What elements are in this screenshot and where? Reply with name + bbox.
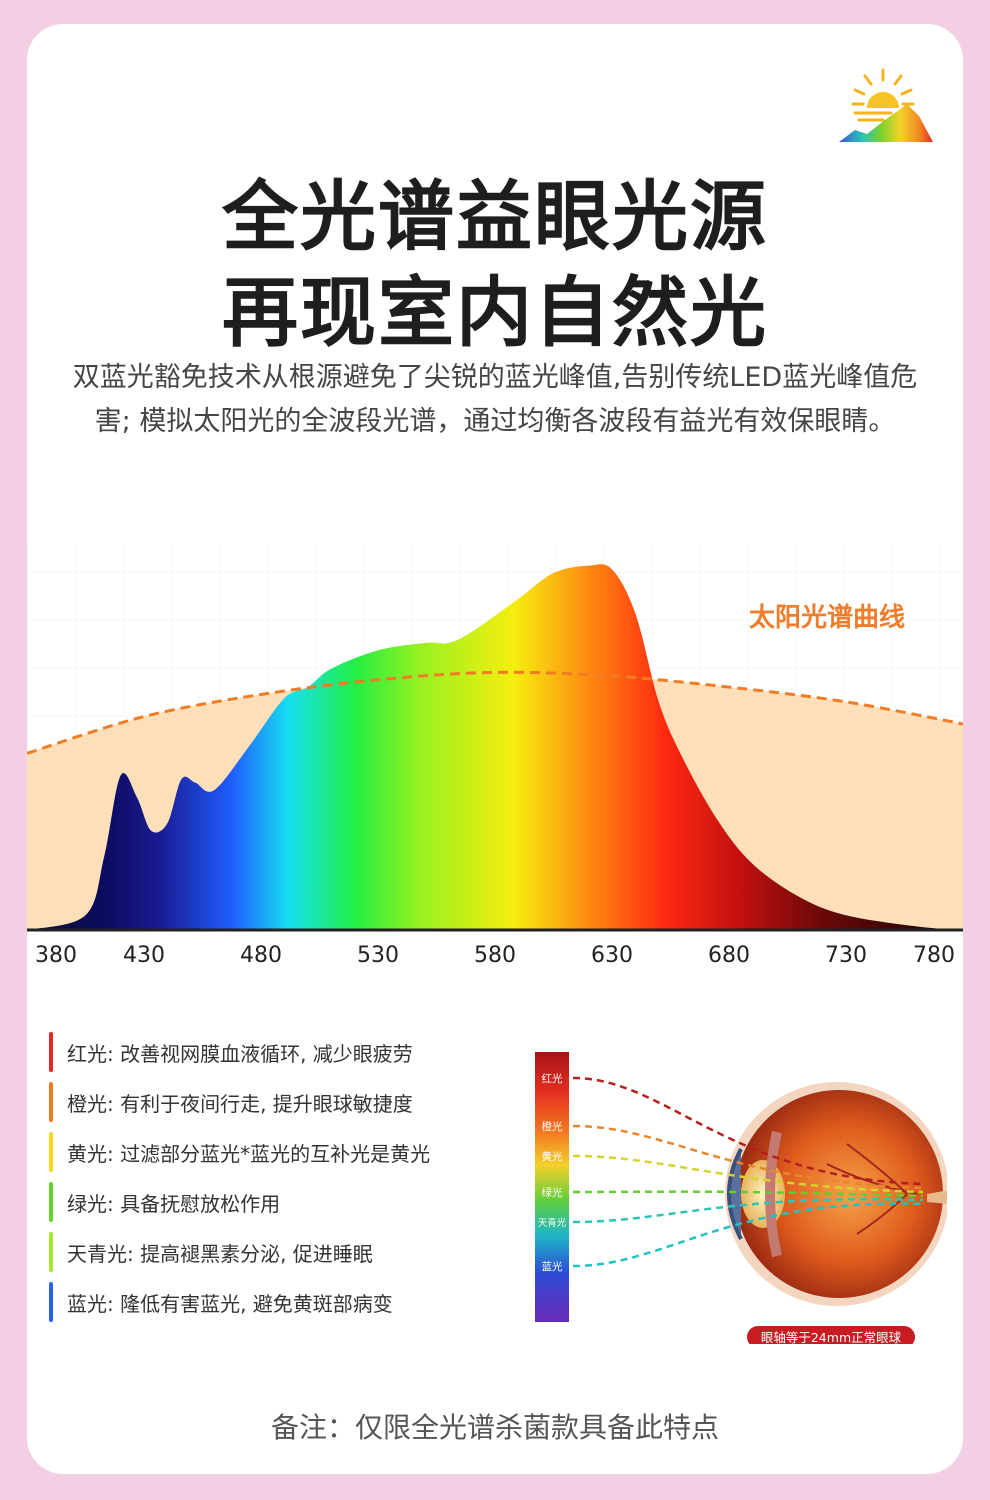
x-tick-label: 780 <box>913 943 955 968</box>
light-ray-line <box>572 1124 924 1190</box>
eye-badge-bg <box>747 1326 915 1344</box>
sun-spectrum-curve <box>27 670 963 755</box>
legend-text: 蓝光: 隆低有害蓝光, 避免黄斑部病变 <box>67 1292 393 1316</box>
x-tick-label: 480 <box>240 943 282 968</box>
spectrum-chart: 380 430 480 530 580 630 680 730 780 太阳光谱曲线 <box>27 544 963 968</box>
x-tick-label: 530 <box>357 943 399 968</box>
eye-light-label: 橙光 <box>542 1120 563 1133</box>
eye-badge: 眼轴等于24mm正常眼球 <box>761 1330 902 1344</box>
legend-text: 橙光: 有利于夜间行走, 提升眼球敏捷度 <box>67 1092 413 1116</box>
legend-item: 绿光: 具备抚慰放松作用 <box>49 1182 519 1222</box>
legend-item: 天青光: 提高褪黑素分泌, 促进睡眠 <box>49 1232 519 1272</box>
light-ray-line <box>572 1190 924 1198</box>
x-tick-label: 580 <box>474 943 516 968</box>
legend-item: 红光: 改善视网膜血液循环, 减少眼疲劳 <box>49 1032 519 1072</box>
eye-light-label: 红光 <box>542 1072 563 1085</box>
eye-light-label: 黄光 <box>542 1150 563 1163</box>
eye-light-label: 天青光 <box>538 1217 567 1229</box>
legend-color-bar <box>49 1032 53 1072</box>
legend-text: 天青光: 提高褪黑素分泌, 促进睡眠 <box>67 1242 373 1266</box>
light-ray-line <box>572 1202 924 1268</box>
eye-light-label: 蓝光 <box>542 1260 563 1273</box>
x-tick-label: 430 <box>123 943 165 968</box>
sun-spectrum-logo-icon <box>839 68 933 142</box>
light-spectrum-area <box>27 564 963 930</box>
legend-item: 黄光: 过滤部分蓝光*蓝光的互补光是黄光 <box>49 1132 519 1172</box>
x-tick-label: 730 <box>825 943 867 968</box>
legend-color-bar <box>49 1182 53 1222</box>
legend-item: 蓝光: 隆低有害蓝光, 避免黄斑部病变 <box>49 1282 519 1322</box>
light-ray-line <box>572 1076 924 1186</box>
legend-text: 黄光: 过滤部分蓝光*蓝光的互补光是黄光 <box>67 1142 431 1166</box>
legend-color-bar <box>49 1232 53 1272</box>
legend-text: 红光: 改善视网膜血液循环, 减少眼疲劳 <box>67 1042 413 1066</box>
light-ray-line <box>572 1197 924 1224</box>
sun-curve-label: 太阳光谱曲线 <box>749 602 905 633</box>
description-text: 双蓝光豁免技术从根源避免了尖锐的蓝光峰值,告别传统LED蓝光峰值危害; 模拟太阳… <box>72 362 918 437</box>
light-benefit-legend: 红光: 改善视网膜血液循环, 减少眼疲劳 橙光: 有利于夜间行走, 提升眼球敏捷度… <box>49 1032 519 1332</box>
light-ray-line <box>572 1154 924 1194</box>
x-tick-label: 680 <box>708 943 750 968</box>
legend-color-bar <box>49 1282 53 1322</box>
eyeball-icon <box>725 1082 947 1306</box>
legend-color-bar <box>49 1082 53 1122</box>
footnote: 备注：仅限全光谱杀菌款具备此特点 <box>270 1411 719 1444</box>
legend-item: 橙光: 有利于夜间行走, 提升眼球敏捷度 <box>49 1082 519 1122</box>
eye-light-label: 绿光 <box>542 1186 563 1199</box>
rainbow-bar <box>535 1052 569 1322</box>
legend-color-bar <box>49 1132 53 1172</box>
legend-text: 绿光: 具备抚慰放松作用 <box>67 1192 281 1216</box>
x-tick-label: 630 <box>591 943 633 968</box>
page-title-line2: 再现室内自然光 <box>222 268 768 357</box>
x-tick-label: 380 <box>35 943 77 968</box>
page-title-line1: 全光谱益眼光源 <box>222 172 768 261</box>
product-card: 全光谱益眼光源 再现室内自然光 双蓝光豁免技术从根源避免了尖锐的蓝光峰值,告别传… <box>27 24 963 1474</box>
